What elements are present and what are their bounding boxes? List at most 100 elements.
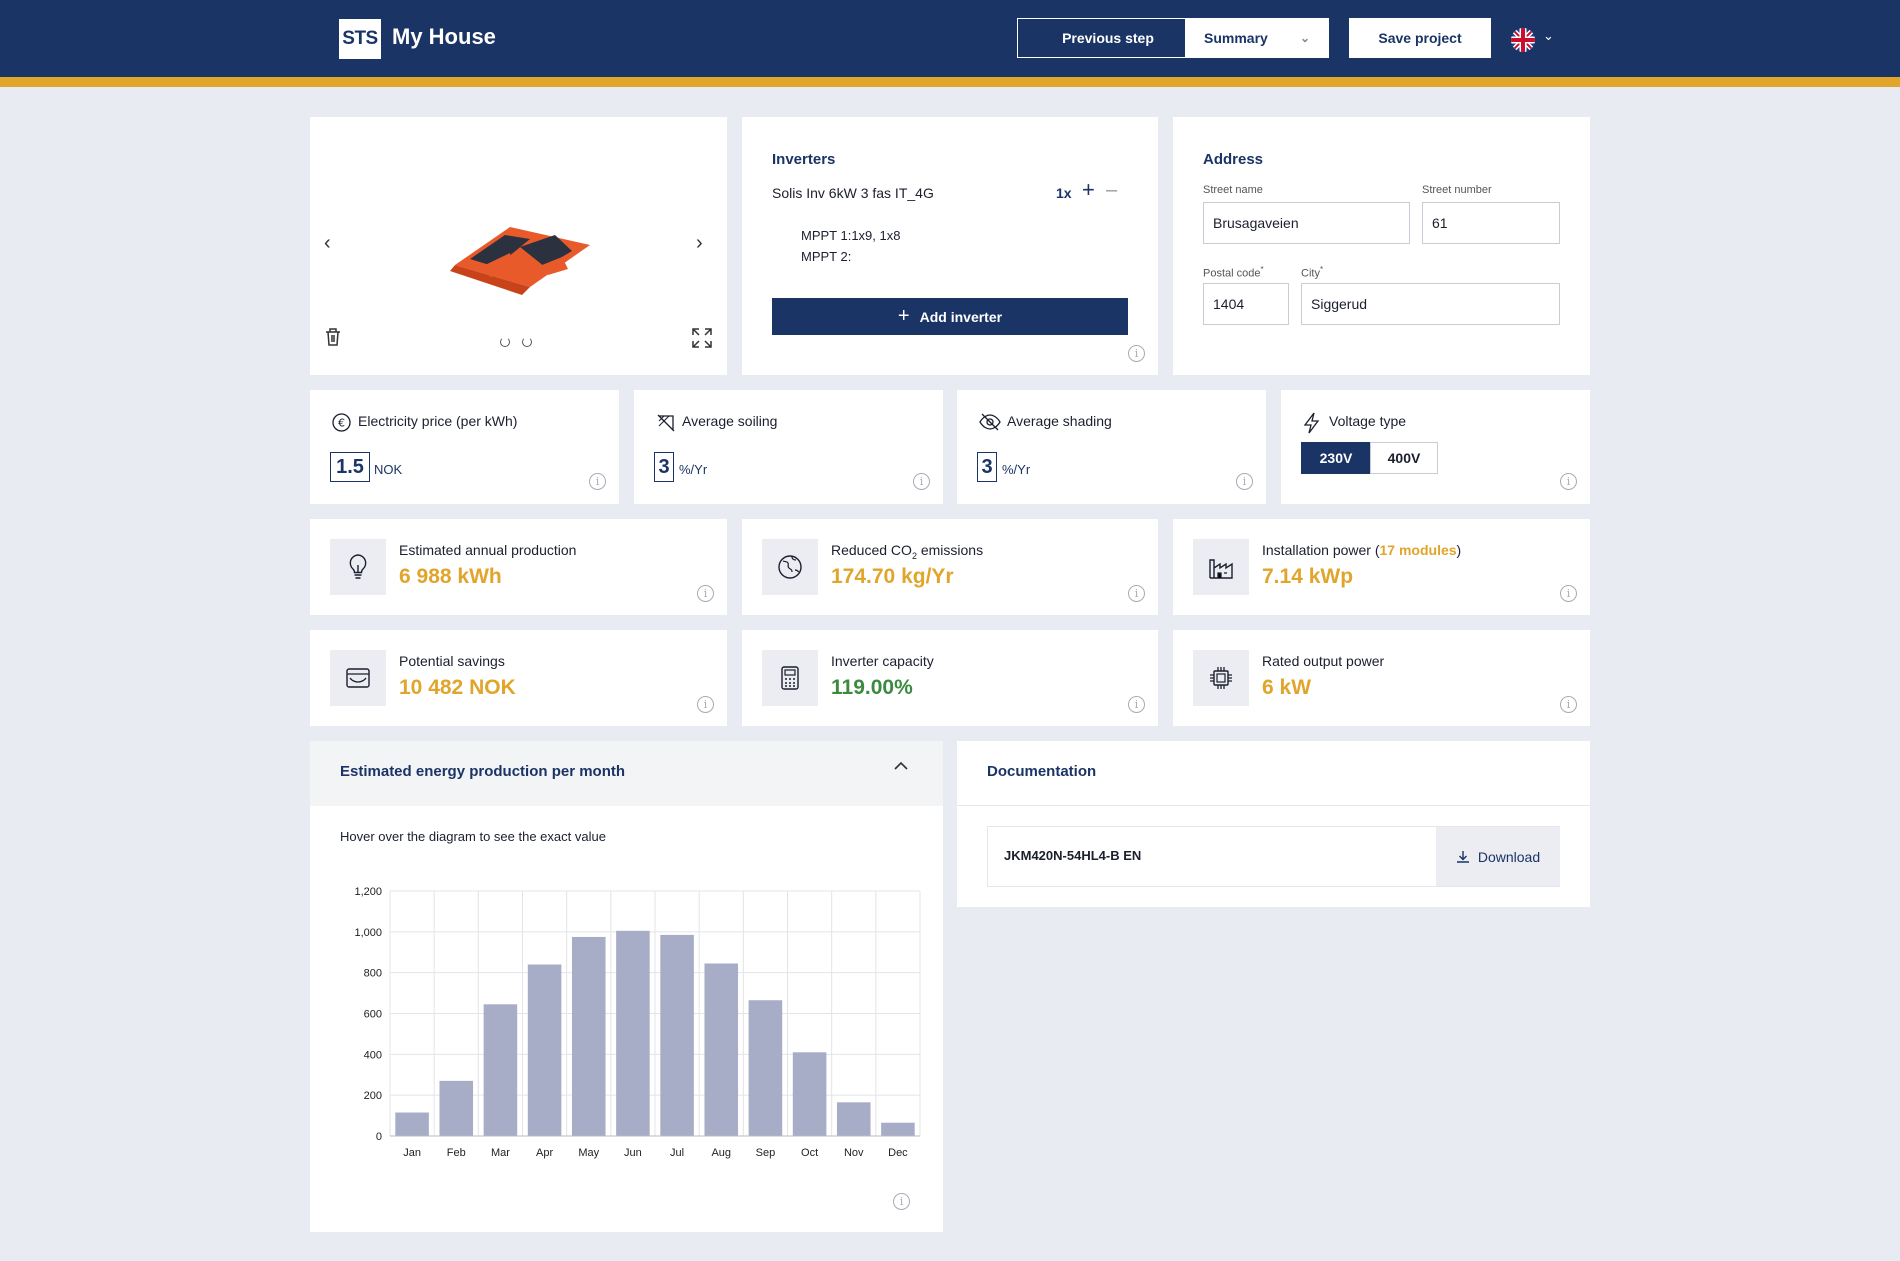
info-icon[interactable]: i bbox=[1236, 473, 1253, 490]
info-icon[interactable]: i bbox=[893, 1193, 910, 1210]
chart-hint: Hover over the diagram to see the exact … bbox=[340, 829, 606, 844]
minus-icon[interactable]: – bbox=[1106, 179, 1118, 201]
soiling-icon bbox=[656, 413, 676, 438]
modules-count: 17 modules bbox=[1379, 542, 1457, 558]
inverter-capacity-value: 119.00% bbox=[831, 676, 913, 699]
monthly-production-chart[interactable]: 0 200 400 600 800 1,000 1,200 Jan Feb Mar Apr May Ju… bbox=[330, 876, 930, 1166]
bar[interactable] bbox=[439, 1080, 474, 1136]
x-tick-label: May bbox=[578, 1147, 599, 1159]
x-tick-label: Oct bbox=[801, 1147, 818, 1159]
info-icon[interactable]: i bbox=[1560, 585, 1577, 602]
info-icon[interactable]: i bbox=[1128, 696, 1145, 713]
rated-output-card: Rated output power 6 kW i bbox=[1173, 630, 1590, 726]
chevron-up-icon[interactable] bbox=[893, 758, 909, 779]
download-label: Download bbox=[1477, 848, 1541, 865]
next-view-icon[interactable]: › bbox=[696, 232, 703, 254]
trash-icon[interactable] bbox=[324, 327, 342, 352]
average-shading-label: Average shading bbox=[1007, 413, 1112, 429]
carousel-dot[interactable] bbox=[522, 337, 532, 347]
divider bbox=[957, 805, 1590, 806]
city-field[interactable]: Siggerud bbox=[1301, 283, 1560, 325]
add-inverter-button[interactable]: + Add inverter bbox=[772, 298, 1128, 335]
installation-power-label-pre: Installation power ( bbox=[1262, 542, 1380, 558]
co2-emissions-card: Reduced CO2 emissions 174.70 kg/Yr i bbox=[742, 519, 1158, 615]
street-name-field[interactable]: Brusagaveien bbox=[1203, 202, 1410, 244]
annual-production-value: 6 988 kWh bbox=[399, 565, 502, 588]
wallet-icon bbox=[330, 650, 386, 706]
electricity-price-input[interactable]: 1.5 bbox=[330, 452, 370, 482]
download-icon bbox=[1456, 850, 1469, 863]
bar[interactable] bbox=[792, 1052, 827, 1136]
info-icon[interactable]: i bbox=[913, 473, 930, 490]
bar[interactable] bbox=[881, 1122, 915, 1136]
average-soiling-input[interactable]: 3 bbox=[654, 452, 674, 482]
x-tick-label: Sep bbox=[756, 1147, 776, 1159]
bar[interactable] bbox=[836, 1102, 871, 1136]
street-number-field[interactable]: 61 bbox=[1422, 202, 1560, 244]
bar[interactable] bbox=[704, 963, 739, 1136]
document-row: JKM420N-54HL4-B EN Download bbox=[987, 826, 1560, 887]
average-soiling-card: Average soiling 3 %/Yr i bbox=[634, 390, 943, 504]
postal-code-label: Postal code* bbox=[1203, 265, 1264, 280]
voltage-400v-toggle[interactable]: 400V bbox=[1370, 442, 1438, 474]
y-tick-label: 200 bbox=[364, 1090, 382, 1102]
info-icon[interactable]: i bbox=[1128, 585, 1145, 602]
city-label: City* bbox=[1301, 265, 1323, 280]
inverter-quantity: 1x bbox=[1056, 185, 1072, 201]
bar[interactable] bbox=[616, 930, 650, 1136]
info-icon[interactable]: i bbox=[697, 696, 714, 713]
postal-code-label-text: Postal code bbox=[1203, 267, 1261, 280]
header-accent-stripe bbox=[0, 77, 1900, 87]
uk-flag-icon[interactable] bbox=[1511, 28, 1535, 52]
info-icon[interactable]: i bbox=[1560, 473, 1577, 490]
x-tick-label: Aug bbox=[711, 1147, 731, 1159]
postal-code-field[interactable]: 1404 bbox=[1203, 283, 1289, 325]
x-tick-label: Mar bbox=[491, 1147, 510, 1159]
info-icon[interactable]: i bbox=[697, 585, 714, 602]
chart-panel-header[interactable] bbox=[310, 741, 943, 806]
info-icon[interactable]: i bbox=[1128, 345, 1145, 362]
app-title: My House bbox=[392, 24, 496, 49]
installation-power-label-post: ) bbox=[1456, 542, 1462, 558]
previous-step-button[interactable]: Previous step bbox=[1017, 18, 1199, 58]
voltage-type-label: Voltage type bbox=[1329, 413, 1407, 429]
house-3d-model[interactable] bbox=[450, 217, 595, 295]
save-project-button[interactable]: Save project bbox=[1349, 18, 1491, 58]
lightning-icon bbox=[1303, 412, 1321, 439]
info-icon[interactable]: i bbox=[1560, 696, 1577, 713]
bar[interactable] bbox=[483, 1004, 518, 1136]
x-tick-label: Jan bbox=[403, 1147, 421, 1159]
x-tick-label: Nov bbox=[844, 1147, 864, 1159]
info-icon[interactable]: i bbox=[589, 473, 606, 490]
download-button[interactable]: Download bbox=[1436, 827, 1560, 886]
x-tick-label: Jul bbox=[670, 1147, 684, 1159]
summary-select[interactable]: Summary ⌄ bbox=[1185, 18, 1329, 58]
bar[interactable] bbox=[660, 934, 694, 1136]
plus-icon: + bbox=[897, 305, 910, 327]
inverters-card: Inverters Solis Inv 6kW 3 fas IT_4G 1x +… bbox=[742, 117, 1158, 375]
sts-logo[interactable]: STS bbox=[339, 19, 381, 59]
fullscreen-icon[interactable] bbox=[692, 328, 712, 353]
bar[interactable] bbox=[527, 964, 562, 1137]
installation-power-card: Installation power (17 modules) 7.14 kWp… bbox=[1173, 519, 1590, 615]
bar[interactable] bbox=[395, 1112, 429, 1136]
bar[interactable] bbox=[571, 936, 606, 1136]
required-mark: * bbox=[1319, 265, 1324, 274]
voltage-230v-toggle[interactable]: 230V bbox=[1301, 442, 1371, 474]
street-name-label: Street name bbox=[1203, 184, 1263, 196]
y-tick-label: 800 bbox=[364, 968, 382, 980]
co2-emissions-label: Reduced CO2 emissions bbox=[831, 542, 983, 561]
carousel-dot[interactable] bbox=[500, 337, 510, 347]
svg-text:€: € bbox=[338, 417, 345, 430]
inverters-title: Inverters bbox=[772, 151, 836, 168]
average-shading-input[interactable]: 3 bbox=[977, 452, 997, 482]
chevron-down-icon: ⌄ bbox=[1299, 31, 1310, 45]
inverter-capacity-card: Inverter capacity 119.00% i bbox=[742, 630, 1158, 726]
language-chevron-down-icon[interactable]: ⌄ bbox=[1543, 28, 1554, 43]
installation-power-label: Installation power (17 modules) bbox=[1262, 542, 1461, 558]
chip-icon bbox=[1193, 650, 1249, 706]
bar[interactable] bbox=[748, 1000, 783, 1136]
previous-view-icon[interactable]: ‹ bbox=[324, 232, 331, 254]
plus-icon[interactable]: + bbox=[1082, 177, 1095, 202]
electricity-price-card: € Electricity price (per kWh) 1.5 NOK i bbox=[310, 390, 619, 504]
